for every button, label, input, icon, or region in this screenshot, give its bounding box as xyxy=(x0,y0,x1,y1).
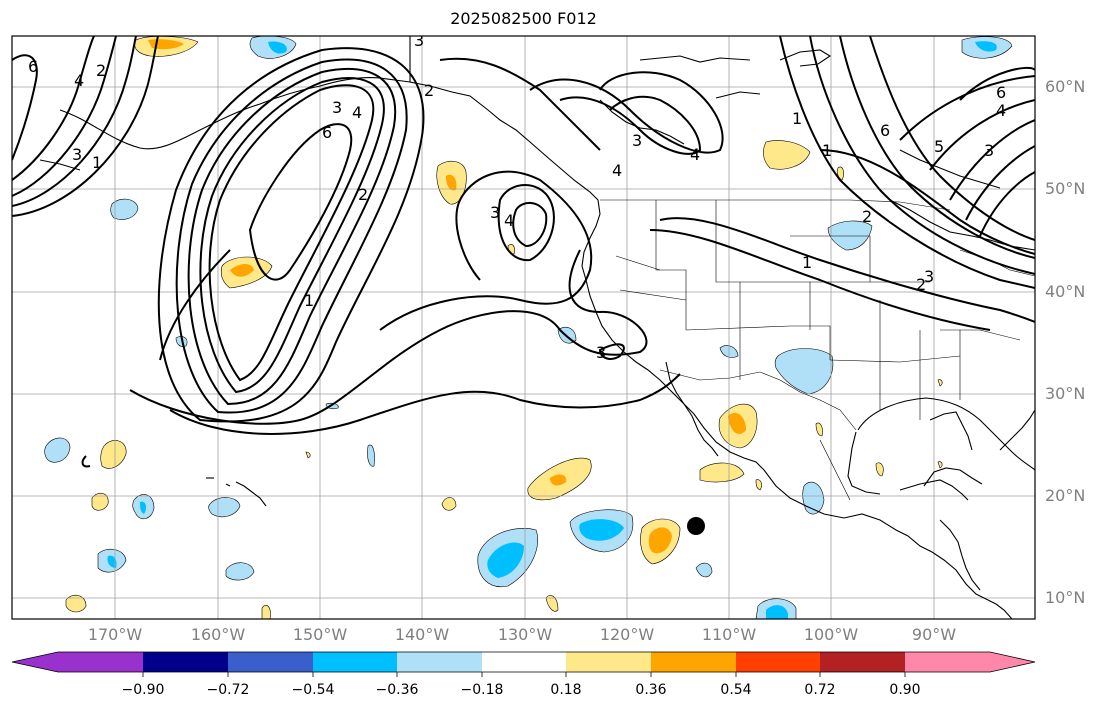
contour-label: 6 xyxy=(880,121,890,140)
contour-label: 3 xyxy=(72,145,82,164)
colorbar-bin xyxy=(143,652,228,672)
contour-label: 6 xyxy=(322,123,332,142)
colorbar-outline xyxy=(11,651,1036,673)
contour-label: 4 xyxy=(74,71,84,90)
graticule xyxy=(12,36,1035,619)
lon-label: 130°W xyxy=(497,625,553,644)
contour-label: 3 xyxy=(490,203,500,222)
contour-label: 3 xyxy=(414,31,424,50)
contour-label: 4 xyxy=(352,103,362,122)
contour-label: 1 xyxy=(92,153,102,172)
colorbar-tick-label: 0.54 xyxy=(720,682,752,698)
colorbar-tick-label: 0.90 xyxy=(889,682,921,698)
contour-label: 4 xyxy=(690,145,700,164)
contour-label: 5 xyxy=(934,137,944,156)
contour-label: 1 xyxy=(304,291,314,310)
height-contours xyxy=(12,36,1035,468)
lon-label: 120°W xyxy=(599,625,655,644)
lon-label: 140°W xyxy=(394,625,450,644)
contour-label: 2 xyxy=(862,207,872,226)
contour-label: 2 xyxy=(96,61,106,80)
contour-label: 6 xyxy=(28,57,38,76)
colorbar-bin xyxy=(566,652,651,672)
contour-label: 4 xyxy=(612,161,622,180)
contour-label: 2 xyxy=(424,81,434,100)
contour-label: 3 xyxy=(632,131,642,150)
colorbar-extend-high xyxy=(990,652,1035,672)
contour-label: 3 xyxy=(924,267,934,286)
storm-center-marker xyxy=(687,517,705,535)
colorbar-tick-label: −0.90 xyxy=(121,682,165,698)
colorbar-bin xyxy=(651,652,736,672)
anomaly-fills xyxy=(44,36,1013,619)
contour-label: 1 xyxy=(822,141,832,160)
contour-label: 1 xyxy=(792,109,802,128)
colorbar-tick-label: −0.72 xyxy=(206,682,250,698)
colorbar-tick-label: 0.36 xyxy=(635,682,667,698)
lon-label: 150°W xyxy=(292,625,348,644)
lat-label: 50°N xyxy=(1045,179,1086,198)
colorbar-bin xyxy=(397,652,482,672)
contour-label: 6 xyxy=(996,83,1006,102)
colorbar-tick-label: −0.36 xyxy=(375,682,419,698)
map-title: 2025082500 F012 xyxy=(450,9,597,28)
lat-label: 40°N xyxy=(1045,282,1086,301)
contour-label: 3 xyxy=(596,343,606,362)
lon-label: 100°W xyxy=(803,625,859,644)
lat-label: 10°N xyxy=(1045,588,1086,607)
contour-label: 4 xyxy=(996,101,1006,120)
colorbar-bin xyxy=(228,652,313,672)
coastlines xyxy=(39,36,1035,619)
contour-label: 2 xyxy=(916,275,926,294)
lon-label: 170°W xyxy=(87,625,143,644)
colorbar-tick-label: −0.18 xyxy=(460,682,504,698)
lat-label: 30°N xyxy=(1045,384,1086,403)
lon-label: 90°W xyxy=(911,625,957,644)
lat-label: 60°N xyxy=(1045,77,1086,96)
colorbar xyxy=(11,651,1036,677)
lon-label: 160°W xyxy=(190,625,246,644)
contour-label: 4 xyxy=(504,211,514,230)
contour-label: 2 xyxy=(358,185,368,204)
colorbar-bin xyxy=(313,652,397,672)
colorbar-bin xyxy=(482,652,566,672)
contour-label: 3 xyxy=(984,141,994,160)
colorbar-bin xyxy=(58,652,143,672)
colorbar-bin xyxy=(736,652,820,672)
political-borders xyxy=(600,199,1035,501)
lat-label: 20°N xyxy=(1045,486,1086,505)
contour-labels: 6 4 2 3 1 3 4 6 2 1 3 4 3 4 3 2 4 3 1 6 … xyxy=(28,31,1006,362)
colorbar-bin xyxy=(820,652,905,672)
colorbar-bin xyxy=(905,652,990,672)
lon-label: 110°W xyxy=(701,625,757,644)
contour-label: 1 xyxy=(802,253,812,272)
colorbar-tick-label: −0.54 xyxy=(291,682,335,698)
colorbar-tick-label: 0.72 xyxy=(804,682,836,698)
contour-label: 3 xyxy=(332,98,342,117)
map-frame xyxy=(11,35,1036,620)
colorbar-tick-label: 0.18 xyxy=(550,682,582,698)
colorbar-extend-low xyxy=(12,652,58,672)
